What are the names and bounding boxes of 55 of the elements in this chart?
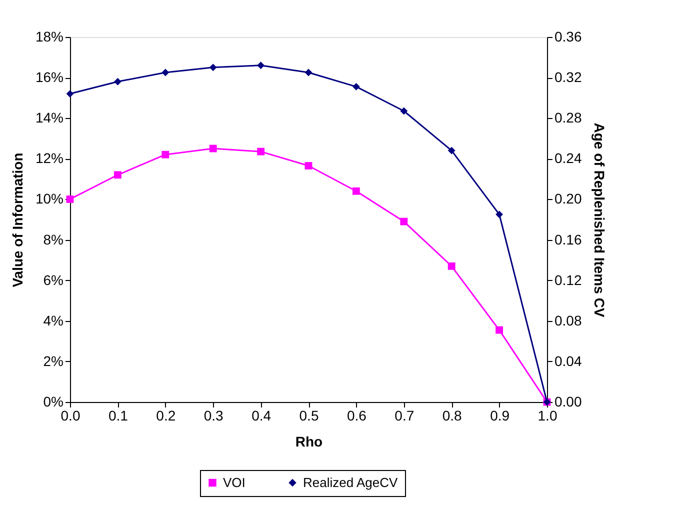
x-axis-title: Rho bbox=[295, 434, 323, 450]
x-tick-label: 0.4 bbox=[252, 408, 272, 424]
y-tick-label: 0% bbox=[43, 394, 64, 410]
x-tick-label: 0.5 bbox=[299, 408, 319, 424]
x-tick-label: 0.6 bbox=[346, 408, 367, 424]
point bbox=[496, 326, 504, 334]
y-axis-title: Value of Information bbox=[9, 152, 26, 288]
point bbox=[400, 107, 408, 115]
y2-tick-label: 0.32 bbox=[554, 69, 582, 86]
y2-tick-label: 0.16 bbox=[554, 231, 582, 248]
y-tick-label: 16% bbox=[35, 69, 64, 86]
y2-tick-label: 0.36 bbox=[554, 28, 582, 44]
point bbox=[162, 68, 170, 76]
y-tick-label: 8% bbox=[43, 231, 64, 248]
point bbox=[66, 196, 74, 203]
x-tick-label: 0.8 bbox=[442, 408, 462, 424]
x-tick-label: 0.7 bbox=[394, 408, 414, 424]
point bbox=[304, 68, 312, 76]
y-tick-label: 2% bbox=[43, 352, 64, 369]
x-tick-label: 0.0 bbox=[60, 408, 80, 424]
point bbox=[448, 262, 456, 270]
point bbox=[209, 144, 217, 152]
y-tick-label: 12% bbox=[35, 150, 64, 166]
y2-tick-label: 0.28 bbox=[554, 110, 582, 126]
y-tick-label: 18% bbox=[35, 28, 64, 44]
x-tick-label: 0.1 bbox=[108, 408, 128, 424]
point bbox=[162, 150, 170, 158]
y-tick-label: 14% bbox=[35, 110, 64, 126]
x-tick-label: 1.0 bbox=[538, 408, 558, 424]
y-tick-label: 10% bbox=[35, 190, 64, 207]
y-tick-label: 6% bbox=[43, 272, 64, 288]
point bbox=[257, 62, 265, 70]
point bbox=[352, 187, 360, 195]
x-tick-label: 0.9 bbox=[490, 408, 510, 424]
legend-label: VOI bbox=[223, 474, 246, 490]
x-tick-label: 0.2 bbox=[156, 408, 176, 424]
point bbox=[496, 210, 504, 218]
point bbox=[352, 82, 360, 90]
y2-tick-label: 0.20 bbox=[554, 190, 582, 207]
y-tick-label: 4% bbox=[43, 312, 64, 328]
point bbox=[257, 148, 265, 156]
y2-tick-label: 0.08 bbox=[554, 312, 582, 328]
y2-tick-label: 0.00 bbox=[554, 394, 582, 410]
point bbox=[114, 78, 122, 86]
y2-axis-title: Age of Replenished Items CV bbox=[592, 122, 608, 318]
y2-tick-label: 0.24 bbox=[554, 150, 582, 166]
x-tick-label: 0.3 bbox=[204, 408, 224, 424]
legend-label: Realized AgeCV bbox=[303, 474, 398, 490]
point bbox=[209, 64, 217, 72]
point bbox=[114, 171, 122, 179]
point bbox=[400, 218, 408, 226]
y2-tick-label: 0.04 bbox=[554, 352, 582, 369]
point bbox=[448, 146, 456, 154]
y2-tick-label: 0.12 bbox=[554, 272, 582, 288]
point bbox=[304, 162, 312, 170]
